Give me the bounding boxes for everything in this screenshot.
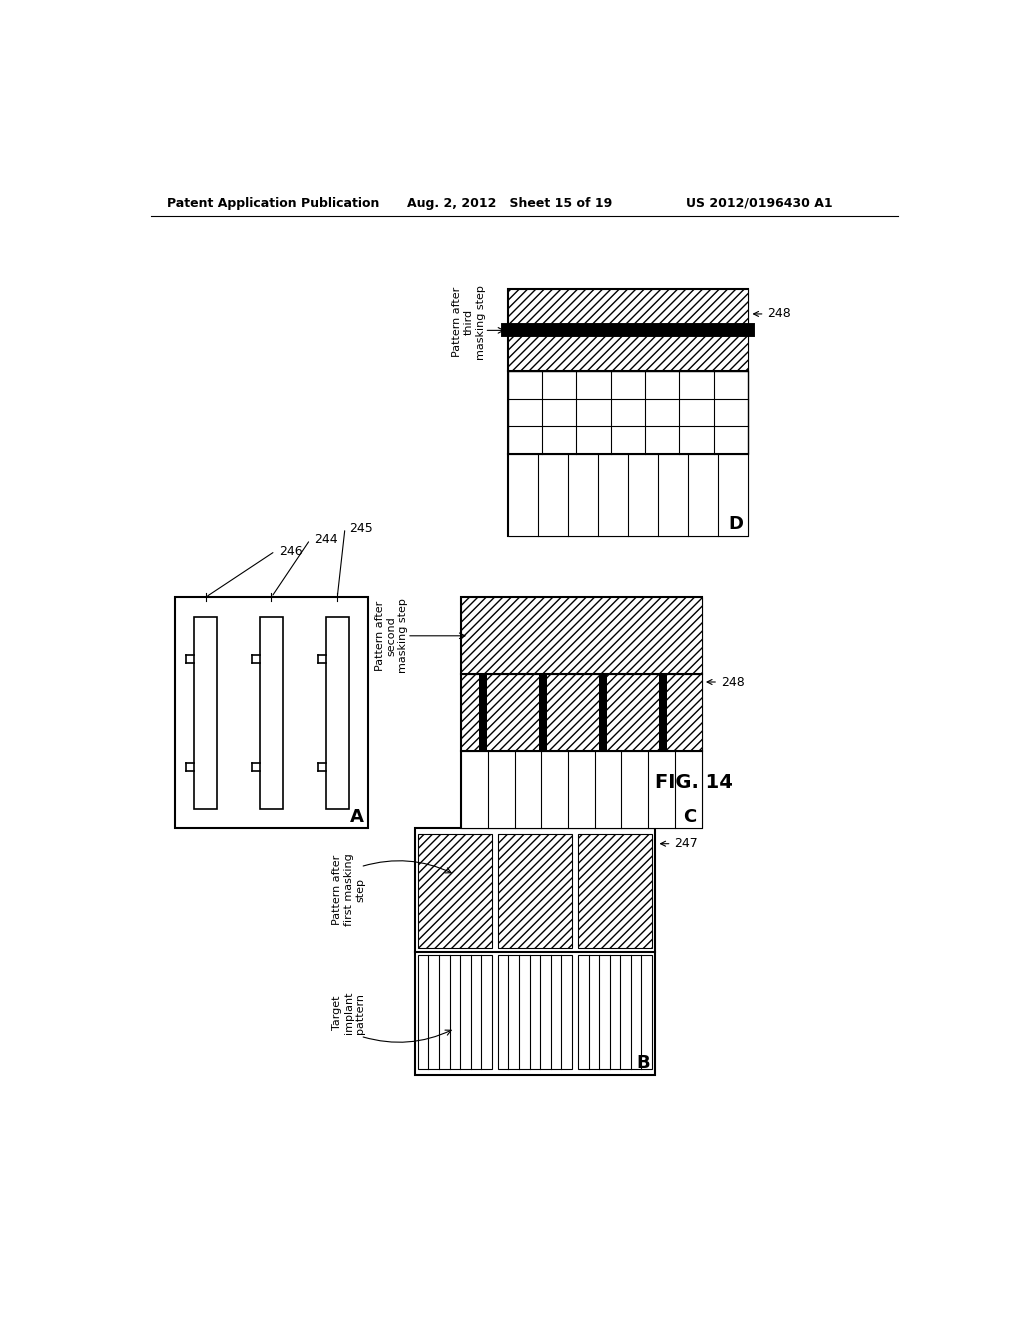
Bar — [461, 751, 701, 829]
Text: C: C — [683, 808, 696, 826]
Bar — [174, 597, 369, 829]
Text: D: D — [729, 515, 743, 533]
Text: 247: 247 — [660, 837, 698, 850]
Bar — [479, 675, 487, 751]
Text: Patent Application Publication: Patent Application Publication — [167, 197, 379, 210]
Text: 245: 245 — [349, 521, 373, 535]
Text: 244: 244 — [314, 533, 338, 546]
Bar — [508, 289, 748, 536]
Text: 248: 248 — [707, 676, 744, 689]
Bar — [194, 616, 217, 809]
Text: Target
implant
pattern: Target implant pattern — [332, 991, 366, 1035]
Text: 248: 248 — [754, 308, 792, 321]
Text: Aug. 2, 2012   Sheet 15 of 19: Aug. 2, 2012 Sheet 15 of 19 — [407, 197, 612, 210]
Bar — [415, 829, 655, 1074]
Bar — [578, 954, 652, 1069]
Text: A: A — [349, 808, 364, 826]
Text: 246: 246 — [280, 545, 303, 557]
Bar — [461, 597, 701, 829]
Text: FIG. 14: FIG. 14 — [654, 772, 733, 792]
Bar — [508, 371, 748, 454]
Text: Pattern after
second
masking step: Pattern after second masking step — [375, 598, 409, 673]
Bar — [599, 675, 607, 751]
Bar — [498, 834, 571, 949]
Bar — [578, 834, 652, 949]
Text: Pattern after
first masking
step: Pattern after first masking step — [332, 854, 366, 927]
Text: US 2012/0196430 A1: US 2012/0196430 A1 — [686, 197, 833, 210]
Text: Pattern after
third
masking step: Pattern after third masking step — [453, 285, 485, 359]
Bar — [461, 597, 701, 675]
Bar — [326, 616, 349, 809]
Bar — [540, 675, 547, 751]
Text: B: B — [637, 1055, 650, 1072]
Bar — [418, 834, 492, 949]
Bar — [461, 675, 701, 751]
Bar — [659, 675, 668, 751]
Bar — [508, 454, 748, 536]
Bar — [418, 954, 492, 1069]
Bar — [498, 954, 571, 1069]
Bar — [508, 289, 748, 371]
Bar — [260, 616, 283, 809]
